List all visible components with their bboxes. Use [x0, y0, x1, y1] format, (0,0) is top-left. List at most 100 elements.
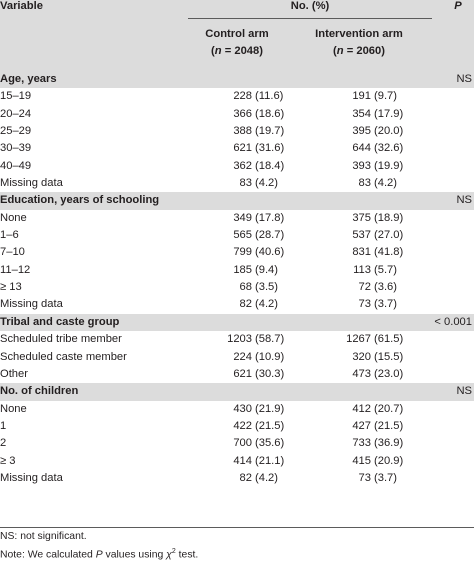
table-row: 20–24 366 (18.6) 354 (17.9) — [0, 106, 474, 123]
intervention-percent: (23.0) — [374, 367, 404, 380]
row-label: ≥ 3 — [0, 454, 16, 467]
header-divider — [188, 18, 432, 19]
intervention-percent: (20.0) — [374, 125, 404, 138]
row-label: 7–10 — [0, 246, 25, 259]
control-percent: (3.5) — [255, 281, 279, 294]
section-p-value: < 0.001 — [434, 315, 472, 328]
intervention-percent: (19.9) — [374, 159, 404, 172]
intervention-count: 320 — [352, 350, 371, 363]
control-count: 228 — [233, 90, 252, 103]
section-title: Education, years of schooling — [0, 194, 160, 207]
intervention-count: 473 — [352, 367, 371, 380]
control-count: 1203 — [227, 333, 252, 346]
intervention-percent: (20.7) — [374, 402, 404, 415]
control-count: 414 — [233, 454, 252, 467]
control-arm-header: Control arm (n = 2048) — [177, 26, 297, 60]
intervention-percent: (4.2) — [374, 177, 398, 190]
intervention-count: 375 — [352, 211, 371, 224]
control-count: 82 — [239, 298, 252, 311]
intervention-percent: (20.9) — [374, 454, 404, 467]
intervention-count: 415 — [352, 454, 371, 467]
intervention-count: 72 — [358, 281, 371, 294]
control-percent: (9.4) — [255, 263, 279, 276]
section-title: Tribal and caste group — [0, 315, 120, 328]
table-row: None 430 (21.9) 412 (20.7) — [0, 401, 474, 418]
row-label: 15–19 — [0, 90, 32, 103]
intervention-percent: (41.8) — [374, 246, 404, 259]
intervention-count: 73 — [358, 298, 371, 311]
intervention-count: 113 — [353, 263, 371, 276]
control-count: 430 — [233, 402, 252, 415]
table-row: ≥ 13 68 (3.5) 72 (3.6) — [0, 279, 474, 296]
control-percent: (18.6) — [255, 107, 285, 120]
section-header-row: Tribal and caste group < 0.001 — [0, 313, 474, 332]
table-notes: NS: not significant. Note: We calculated… — [0, 529, 474, 562]
row-label: Other — [0, 367, 28, 380]
table-row: 7–10 799 (40.6) 831 (41.8) — [0, 244, 474, 261]
row-label: None — [0, 402, 27, 415]
intervention-percent: (15.5) — [374, 350, 404, 363]
section-p-value: NS — [456, 194, 472, 207]
calc-note: Note: We calculated P values using χ2 te… — [0, 548, 199, 561]
intervention-count: 83 — [358, 177, 371, 190]
control-percent: (21.1) — [255, 454, 285, 467]
section-p-value: NS — [456, 73, 472, 85]
control-percent: (21.9) — [255, 402, 285, 415]
control-count: 349 — [233, 211, 252, 224]
intervention-arm-n: (n = 2060) — [333, 45, 385, 57]
intervention-percent: (17.9) — [374, 107, 404, 120]
table-row: 11–12 185 (9.4) 113 (5.7) — [0, 262, 474, 279]
section-header-row: No. of children NS — [0, 383, 474, 401]
table-row: 1–6 565 (28.7) 537 (27.0) — [0, 227, 474, 244]
control-count: 82 — [239, 471, 252, 484]
control-count: 700 — [233, 437, 252, 450]
control-percent: (11.6) — [255, 90, 284, 103]
table-row: 25–29 388 (19.7) 395 (20.0) — [0, 123, 474, 140]
table-header: Variable No. (%) P Control arm (n = 2048… — [0, 0, 474, 71]
control-count: 621 — [233, 142, 252, 155]
intervention-percent: (32.6) — [374, 142, 404, 155]
control-count: 799 — [233, 246, 252, 259]
control-percent: (40.6) — [255, 246, 285, 259]
intervention-arm-label: Intervention arm — [315, 28, 403, 40]
intervention-percent: (3.7) — [374, 298, 398, 311]
table-row: Other 621 (30.3) 473 (23.0) — [0, 366, 474, 383]
intervention-count: 733 — [352, 437, 371, 450]
row-label: 11–12 — [0, 263, 31, 276]
table-row: Missing data 82 (4.2) 73 (3.7) — [0, 470, 474, 487]
control-count: 362 — [233, 159, 252, 172]
control-percent: (31.6) — [255, 142, 285, 155]
intervention-percent: (36.9) — [374, 437, 404, 450]
table-row: Missing data 83 (4.2) 83 (4.2) — [0, 175, 474, 192]
intervention-percent: (61.5) — [374, 333, 404, 346]
control-percent: (19.7) — [255, 125, 285, 138]
section-p-value: NS — [456, 385, 472, 398]
section-header-row: Education, years of schooling NS — [0, 192, 474, 210]
control-count: 83 — [239, 177, 252, 190]
control-percent: (30.3) — [255, 367, 285, 380]
table-row: 1 422 (21.5) 427 (21.5) — [0, 418, 474, 435]
control-percent: (10.9) — [255, 350, 285, 363]
intervention-percent: (21.5) — [374, 419, 404, 432]
control-arm-n: (n = 2048) — [211, 45, 263, 57]
control-percent: (4.2) — [255, 298, 279, 311]
row-label: Missing data — [0, 177, 63, 190]
intervention-percent: (5.7) — [374, 263, 398, 276]
row-label: 25–29 — [0, 125, 32, 138]
row-label: Missing data — [0, 298, 63, 311]
intervention-percent: (9.7) — [374, 90, 398, 103]
intervention-count: 644 — [352, 142, 371, 155]
variable-header: Variable — [0, 0, 43, 12]
intervention-count: 412 — [352, 402, 371, 415]
control-percent: (35.6) — [255, 437, 285, 450]
intervention-percent: (18.9) — [374, 211, 404, 224]
table-row: Scheduled caste member 224 (10.9) 320 (15.5) — [0, 349, 474, 366]
control-count: 565 — [233, 229, 252, 242]
control-count: 68 — [239, 281, 252, 294]
ns-note: NS: not significant. — [0, 531, 87, 542]
intervention-count: 1267 — [346, 333, 371, 346]
intervention-percent: (3.7) — [374, 471, 398, 484]
table-body: Age, years NS 15–19 228 (11.6) 191 (9.7) 20–24 3… — [0, 71, 474, 487]
intervention-count: 427 — [352, 419, 371, 432]
